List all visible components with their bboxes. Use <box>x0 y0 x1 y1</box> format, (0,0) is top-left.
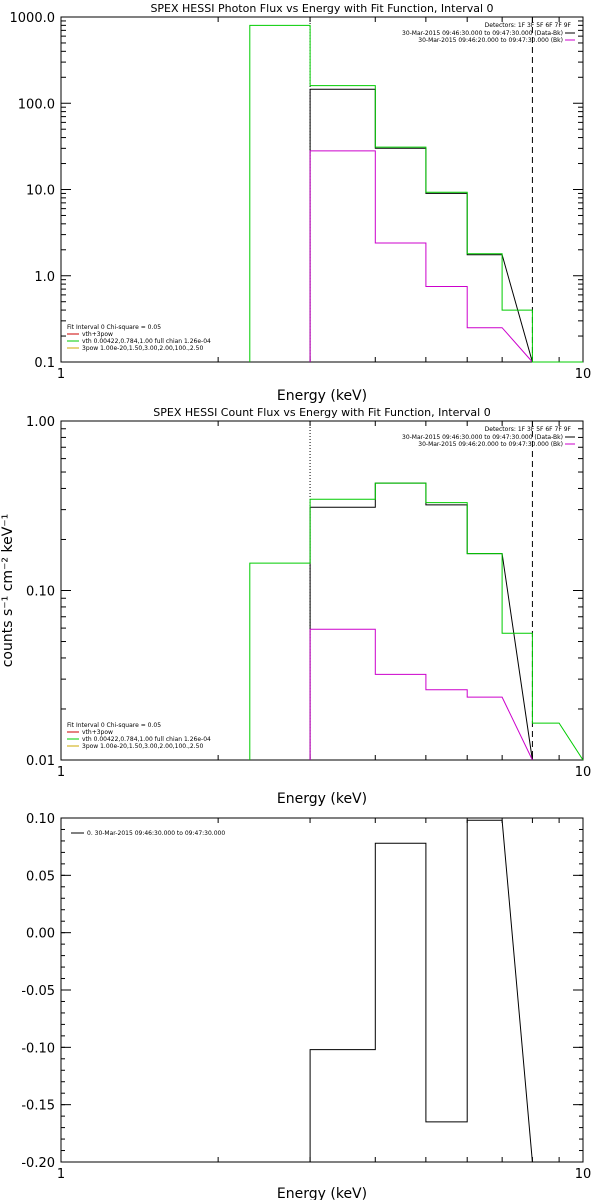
series-bk-line <box>309 150 533 363</box>
fit-legend-header: Fit Interval 0 Chi-square = 0.05 <box>67 722 161 729</box>
interval-legend-label: 30-Mar-2015 09:46:20.000 to 09:47:30.000… <box>418 441 563 448</box>
y-tick-label: 0.1 <box>34 356 55 371</box>
interval-legend-label: 30-Mar-2015 09:46:30.000 to 09:47:30.000… <box>402 30 563 37</box>
chart-title: SPEX HESSI Count Flux vs Energy with Fit… <box>153 406 490 419</box>
x-tick-label: 10 <box>575 765 592 780</box>
interval-legend-label: 30-Mar-2015 09:46:30.000 to 09:47:30.000… <box>402 434 563 441</box>
fit-legend-label: 3pow 1.00e-20,1.50,3.00,2.00,100.,2.50 <box>82 743 203 750</box>
fit-legend-label: vth 0.00422,0.784,1.00 full chian 1.26e-… <box>82 736 211 743</box>
interval-legend-label: 30-Mar-2015 09:46:20.000 to 09:47:30.000… <box>418 37 563 44</box>
y-tick-label: 0.10 <box>26 812 55 827</box>
y-axis-label: counts s⁻¹ cm⁻² keV⁻¹ <box>0 514 16 668</box>
x-tick-label: 1 <box>57 367 65 382</box>
legend-label: 0. 30-Mar-2015 09:46:30.000 to 09:47:30.… <box>87 830 225 837</box>
y-tick-label: 0.00 <box>26 927 55 942</box>
detectors-label: Detectors: 1F 3F 5F 6F 7F 9F <box>485 22 572 29</box>
chart-title: SPEX HESSI Photon Flux vs Energy with Fi… <box>150 2 493 15</box>
series-data-bk-line <box>309 88 533 363</box>
series-data-bk-line <box>309 482 533 761</box>
series-vth-line <box>249 482 584 761</box>
y-tick-label: 0.10 <box>26 585 55 600</box>
y-tick-label: -0.10 <box>21 1041 55 1056</box>
fit-legend-label: vth+3pow <box>82 331 113 338</box>
y-tick-label: -0.20 <box>21 1156 55 1171</box>
detectors-label: Detectors: 1F 3F 5F 6F 7F 9F <box>485 426 572 433</box>
series-vth-line <box>249 24 583 363</box>
series-bk-line <box>309 628 533 761</box>
x-tick-label: 1 <box>57 1167 65 1182</box>
chart-panel-2: SPEX HESSI Count Flux vs Energy with Fit… <box>0 406 591 807</box>
x-axis-label: Energy (keV) <box>277 1186 367 1200</box>
series-0-30-mar-2015-09-46-30-000-to-09-47-30-000-line <box>309 819 533 1163</box>
y-tick-label: 100.0 <box>18 97 55 112</box>
x-axis-label: Energy (keV) <box>277 388 367 404</box>
plot-frame <box>60 817 584 1163</box>
fit-legend-label: vth+3pow <box>82 729 113 736</box>
y-tick-label: 1000.0 <box>10 11 56 26</box>
y-tick-label: 0.05 <box>26 869 55 884</box>
chart-panel-3: 1 10 Energy (keV) -0.20 -0.15 -0.10 -0.05 0.00 0… <box>21 812 591 1200</box>
x-tick-label: 10 <box>575 1167 592 1182</box>
y-tick-label: 10.0 <box>26 184 55 199</box>
fit-legend-header: Fit Interval 0 Chi-square = 0.05 <box>67 324 161 331</box>
y-tick-label: -0.05 <box>21 984 55 999</box>
x-tick-label: 1 <box>57 765 65 780</box>
x-axis-label: Energy (keV) <box>277 791 367 807</box>
x-tick-label: 10 <box>575 367 592 382</box>
plot-frame <box>60 420 584 761</box>
fit-legend-label: vth 0.00422,0.784,1.00 full chian 1.26e-… <box>82 338 211 345</box>
fit-legend-label: 3pow 1.00e-20,1.50,3.00,2.00,100.,2.50 <box>82 345 203 352</box>
y-tick-label: 1.00 <box>26 415 55 430</box>
y-tick-label: 1.0 <box>34 270 55 285</box>
y-tick-label: 0.01 <box>26 754 55 769</box>
y-tick-label: -0.15 <box>21 1099 55 1114</box>
chart-panel-1: SPEX HESSI Photon Flux vs Energy with Fi… <box>10 2 592 404</box>
